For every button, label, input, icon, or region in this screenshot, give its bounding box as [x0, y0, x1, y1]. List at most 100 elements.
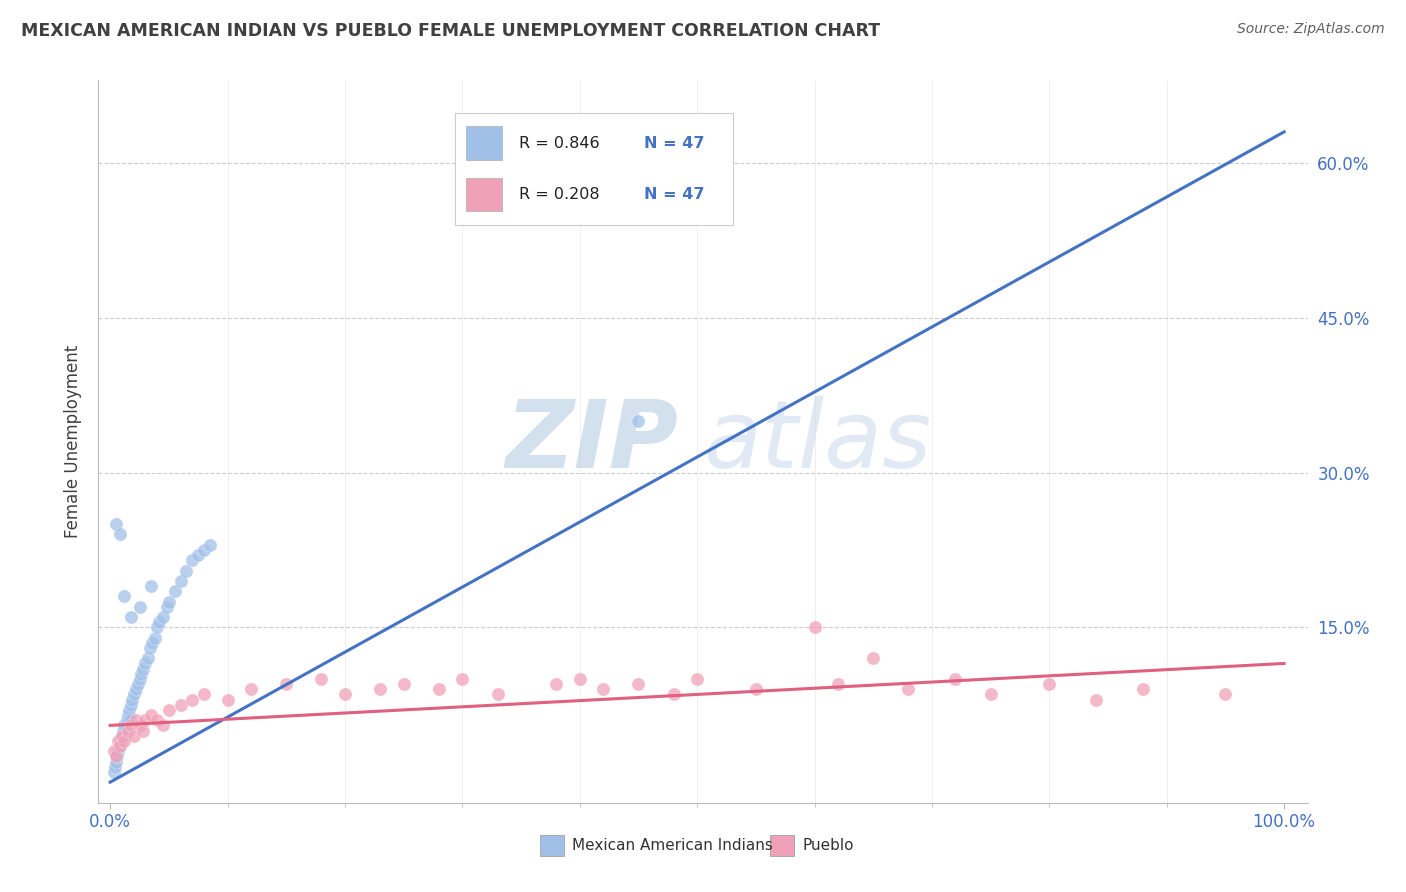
Point: [105, 749, 128, 764]
Point: [107, 734, 129, 748]
Point: [128, 599, 150, 614]
Point: [897, 682, 920, 697]
Point: [152, 718, 174, 732]
Point: [862, 651, 884, 665]
Point: [1132, 682, 1154, 697]
Point: [146, 713, 169, 727]
Point: [157, 594, 180, 608]
Text: Mexican American Indians: Mexican American Indians: [572, 838, 773, 853]
Point: [169, 698, 191, 712]
Point: [132, 662, 155, 676]
Point: [108, 527, 131, 541]
Point: [141, 579, 163, 593]
Point: [1038, 677, 1060, 691]
Point: [105, 755, 128, 769]
Point: [120, 718, 142, 732]
Point: [193, 687, 215, 701]
Point: [125, 682, 148, 697]
Point: [627, 677, 650, 691]
FancyBboxPatch shape: [540, 835, 564, 856]
Point: [136, 651, 159, 665]
Point: [120, 610, 142, 624]
Point: [139, 640, 162, 655]
Point: [141, 636, 163, 650]
Point: [108, 739, 131, 753]
Point: [134, 713, 156, 727]
Point: [141, 708, 163, 723]
Point: [745, 682, 768, 697]
Point: [803, 620, 825, 634]
Text: Pueblo: Pueblo: [803, 838, 853, 853]
Text: MEXICAN AMERICAN INDIAN VS PUEBLO FEMALE UNEMPLOYMENT CORRELATION CHART: MEXICAN AMERICAN INDIAN VS PUEBLO FEMALE…: [21, 22, 880, 40]
Point: [125, 713, 148, 727]
Point: [115, 713, 138, 727]
Text: ZIP: ZIP: [506, 395, 679, 488]
Point: [627, 414, 650, 428]
Point: [104, 760, 127, 774]
Point: [108, 739, 131, 753]
Point: [427, 682, 450, 697]
Point: [120, 713, 142, 727]
Point: [240, 682, 263, 697]
Text: Source: ZipAtlas.com: Source: ZipAtlas.com: [1237, 22, 1385, 37]
Point: [451, 672, 474, 686]
Point: [107, 744, 129, 758]
Point: [980, 687, 1002, 701]
Point: [112, 590, 135, 604]
Point: [169, 574, 191, 588]
Point: [152, 610, 174, 624]
Point: [568, 672, 591, 686]
Point: [105, 749, 128, 764]
Point: [1215, 687, 1237, 701]
Point: [143, 631, 166, 645]
Point: [311, 672, 333, 686]
Point: [686, 672, 709, 686]
Point: [117, 708, 139, 723]
Point: [103, 764, 125, 779]
Point: [276, 677, 298, 691]
Point: [198, 538, 221, 552]
Point: [114, 729, 136, 743]
Point: [118, 703, 141, 717]
Point: [181, 692, 204, 706]
Point: [103, 744, 125, 758]
Point: [112, 723, 135, 738]
Point: [105, 517, 128, 532]
Point: [193, 542, 215, 557]
Point: [392, 677, 415, 691]
Point: [122, 687, 145, 701]
Point: [546, 677, 568, 691]
Point: [127, 677, 149, 691]
Point: [112, 718, 135, 732]
Point: [1085, 692, 1108, 706]
Point: [155, 599, 177, 614]
Point: [157, 703, 180, 717]
Point: [111, 729, 134, 743]
Point: [592, 682, 614, 697]
Point: [181, 553, 204, 567]
Point: [827, 677, 849, 691]
Point: [134, 657, 156, 671]
Y-axis label: Female Unemployment: Female Unemployment: [63, 345, 82, 538]
Point: [217, 692, 239, 706]
Point: [111, 729, 134, 743]
Point: [163, 584, 186, 599]
Point: [486, 687, 509, 701]
FancyBboxPatch shape: [769, 835, 794, 856]
Point: [187, 548, 209, 562]
Text: atlas: atlas: [703, 396, 931, 487]
Point: [112, 734, 135, 748]
Point: [368, 682, 391, 697]
Point: [120, 698, 142, 712]
Point: [945, 672, 967, 686]
Point: [121, 692, 143, 706]
Point: [333, 687, 356, 701]
Point: [122, 729, 145, 743]
Point: [128, 718, 150, 732]
Point: [146, 620, 169, 634]
Point: [132, 723, 155, 738]
Point: [129, 666, 152, 681]
Point: [110, 734, 132, 748]
Point: [176, 564, 198, 578]
Point: [662, 687, 685, 701]
